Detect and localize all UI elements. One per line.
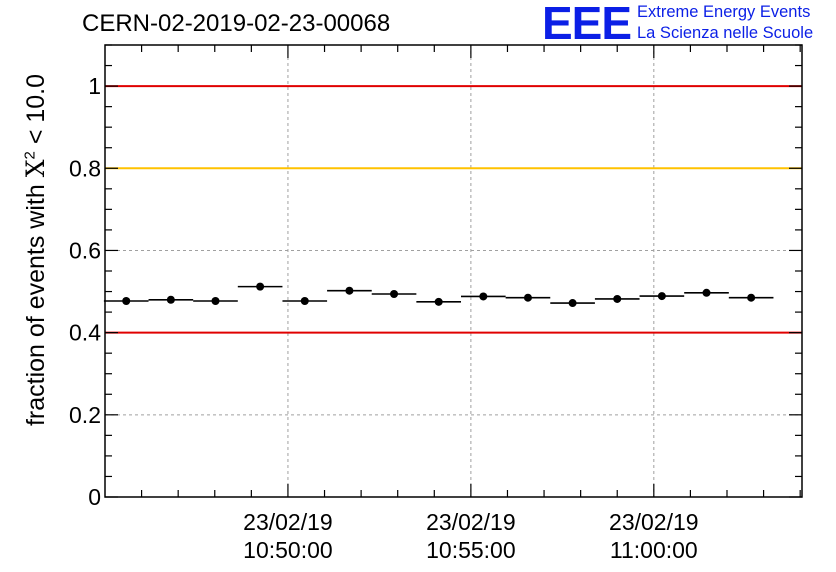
- data-point: [390, 290, 399, 299]
- data-point: [613, 294, 622, 303]
- y-tick-label: 0: [88, 484, 101, 510]
- y-axis-label: fraction of events with X2 < 10.0: [21, 74, 51, 426]
- data-point: [211, 296, 220, 305]
- x-tick-label-time: 10:50:00: [243, 537, 333, 563]
- data-point: [434, 297, 443, 306]
- data-point: [523, 293, 532, 302]
- data-point: [702, 288, 711, 297]
- x-tick-label-date: 23/02/19: [609, 509, 699, 535]
- x-tick-label-date: 23/02/19: [243, 509, 333, 535]
- data-point: [256, 282, 265, 291]
- y-tick-label: 0.4: [69, 320, 101, 346]
- data-point: [300, 296, 309, 305]
- axes: [104, 44, 803, 498]
- x-tick-label-date: 23/02/19: [426, 509, 516, 535]
- data-series: [103, 282, 774, 308]
- tick-labels: 00.20.40.60.8123/02/1910:50:0023/02/1910…: [69, 73, 699, 563]
- y-tick-label: 0.2: [69, 402, 101, 428]
- logo-line-2: La Scienza nelle Scuole: [637, 24, 814, 42]
- grid-layer: [105, 45, 802, 497]
- data-point: [122, 296, 131, 305]
- y-tick-label: 0.8: [69, 155, 101, 181]
- data-point: [657, 292, 666, 301]
- x-tick-label-time: 11:00:00: [610, 537, 698, 563]
- eee-logo: EEE Extreme Energy Events La Scienza nel…: [540, 0, 836, 49]
- plot-frame: [104, 44, 803, 498]
- data-point: [747, 293, 756, 302]
- logo-line-1: Extreme Energy Events: [637, 3, 811, 21]
- data-point: [479, 292, 488, 301]
- chi-symbol: X: [21, 159, 50, 178]
- logo-mark: EEE: [542, 0, 632, 49]
- y-tick-label: 1: [88, 73, 101, 99]
- axis-ticks: [105, 44, 802, 498]
- x-tick-label-time: 10:55:00: [426, 537, 516, 563]
- y-axis-label-suffix: < 10.0: [22, 73, 50, 152]
- data-point: [568, 299, 577, 308]
- y-axis-label-prefix: fraction of events with: [22, 177, 50, 427]
- reference-lines: [105, 85, 802, 334]
- data-point: [345, 286, 354, 295]
- chi-superscript: 2: [21, 151, 39, 160]
- run-title: CERN-02-2019-02-23-00068: [82, 10, 391, 37]
- y-tick-label: 0.6: [69, 237, 101, 263]
- data-point: [166, 295, 175, 304]
